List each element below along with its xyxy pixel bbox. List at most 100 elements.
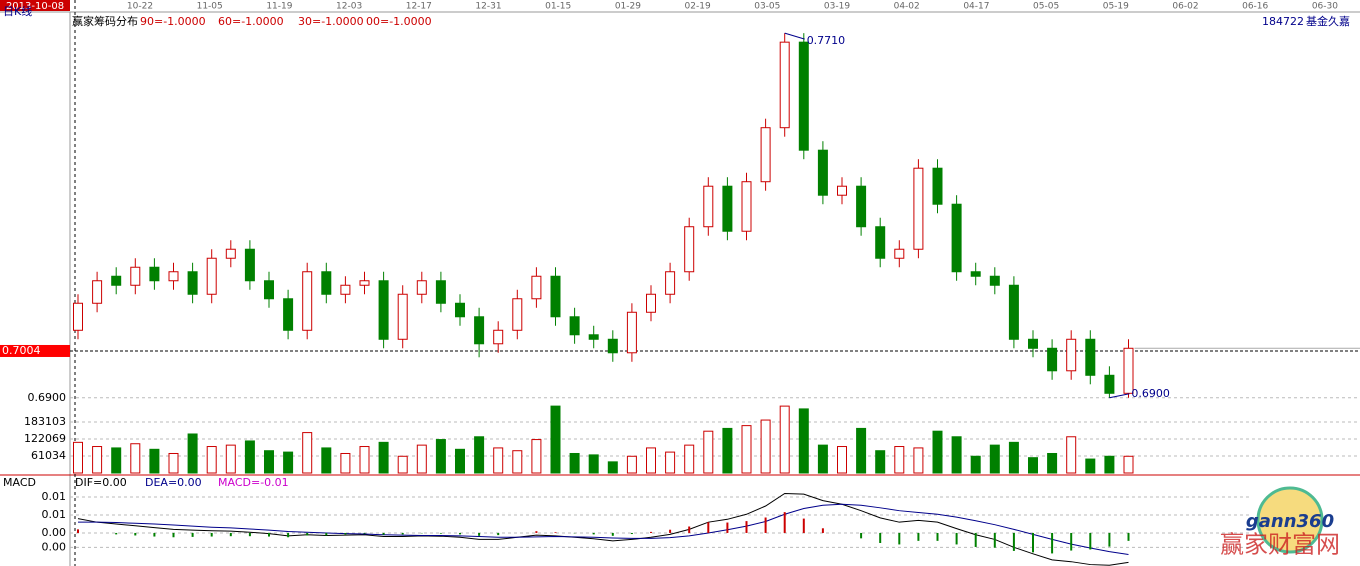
candle-body: [665, 271, 676, 295]
candle-body: [607, 338, 618, 354]
date-label: 06-02: [1172, 2, 1198, 12]
candle-body: [149, 266, 160, 282]
volume-bar: [798, 408, 809, 474]
candle-body: [1008, 284, 1019, 340]
legend-entry: MACD=-0.01: [218, 476, 289, 489]
candle-body: [951, 203, 962, 273]
volume-bar: [913, 447, 924, 474]
volume-bar: [416, 444, 427, 474]
volume-bar: [722, 427, 733, 474]
candle-body: [206, 257, 217, 295]
candle-body: [168, 271, 179, 282]
volume-bar: [1085, 458, 1096, 474]
date-label: 12-03: [336, 2, 362, 12]
volume-bar: [703, 430, 714, 474]
date-label: 01-15: [545, 2, 571, 12]
candle-body: [760, 127, 771, 183]
date-label: 03-05: [754, 2, 780, 12]
candle-body: [264, 280, 274, 300]
volume-bar: [665, 451, 676, 474]
volume-bar: [1123, 455, 1134, 474]
candle-body: [378, 280, 389, 340]
candle-body: [111, 275, 122, 286]
date-label: 12-31: [475, 2, 501, 12]
legend-entry: DIF=0.00: [75, 476, 127, 489]
volume-bar: [435, 439, 446, 474]
candle-body: [875, 226, 886, 259]
candle-body: [1047, 347, 1058, 372]
period: 日K线: [3, 4, 32, 18]
candle-body: [73, 302, 83, 331]
volume-bar: [626, 455, 637, 474]
volume-bar: [779, 405, 790, 474]
param: 00=-1.0000: [366, 15, 432, 28]
volume-bar: [302, 432, 313, 474]
macd-line: [77, 492, 1129, 566]
date-label: 11-05: [197, 2, 223, 12]
watermark-site: 赢家财富网: [1220, 531, 1340, 559]
volume-bar: [474, 436, 485, 474]
volume-bar: [283, 451, 294, 474]
logo: [1256, 486, 1324, 554]
volume-bar: [741, 425, 752, 474]
candle-body: [321, 271, 332, 295]
volume-bar: [531, 439, 542, 474]
y-tick-label: 122069: [24, 432, 66, 445]
candle-body: [684, 226, 695, 273]
volume-bar: [1066, 436, 1077, 474]
candle-body: [435, 280, 446, 304]
date-label: 04-17: [963, 2, 989, 12]
legend-entry: DEA=0.00: [145, 476, 202, 489]
date-label: 03-19: [824, 2, 850, 12]
candle-body: [913, 167, 924, 250]
y-tick-label: 0.00: [42, 526, 67, 539]
candle-body: [359, 280, 370, 286]
y-tick-label: 0.6900: [28, 391, 67, 404]
volume-bar: [321, 447, 332, 474]
candle-body: [340, 284, 351, 295]
current-label: 0.7004: [2, 344, 41, 357]
candle-body: [779, 41, 790, 129]
volume-bar: [760, 419, 771, 474]
candle-body: [741, 181, 752, 232]
candle-body: [302, 271, 313, 331]
fund-name: 基金久嘉: [1306, 14, 1350, 28]
annotation-line: [784, 32, 805, 40]
candle-body: [626, 311, 637, 354]
candle-body: [92, 280, 103, 304]
start-date: 2013-10-08: [6, 1, 64, 12]
y-tick-label: 0.01: [42, 490, 67, 503]
volume-bar: [397, 455, 408, 474]
volume-bar: [359, 446, 370, 474]
candle-body: [1066, 338, 1077, 372]
volume-bar: [92, 446, 103, 474]
candle-body: [187, 271, 198, 295]
volume-bar: [168, 452, 179, 474]
volume-bar: [73, 441, 83, 474]
date-label: 06-30: [1312, 2, 1338, 12]
candle-body: [397, 293, 408, 340]
y-tick-label: 61034: [31, 449, 66, 462]
date-label: 04-02: [894, 2, 920, 12]
volume-bar: [378, 441, 389, 474]
candle-body: [569, 316, 580, 336]
volume-bar: [894, 446, 905, 474]
volume-bar: [1047, 452, 1058, 474]
volume-bar: [837, 446, 847, 474]
volume-bar: [607, 461, 618, 474]
volume-bar: [1008, 441, 1019, 474]
candle-body: [455, 302, 465, 318]
volume-bar: [512, 450, 523, 474]
volume-bar: [130, 443, 141, 474]
candle-body: [703, 185, 714, 228]
volume-bar: [875, 450, 886, 474]
volume-bar: [684, 444, 695, 474]
volume-bar: [1104, 455, 1115, 474]
candle-body: [798, 41, 809, 151]
candle-body: [244, 248, 255, 282]
volume-bar: [569, 452, 580, 474]
watermark-logo: gann360: [1246, 511, 1334, 532]
date-label: 02-19: [685, 2, 711, 12]
date-label: 05-05: [1033, 2, 1059, 12]
